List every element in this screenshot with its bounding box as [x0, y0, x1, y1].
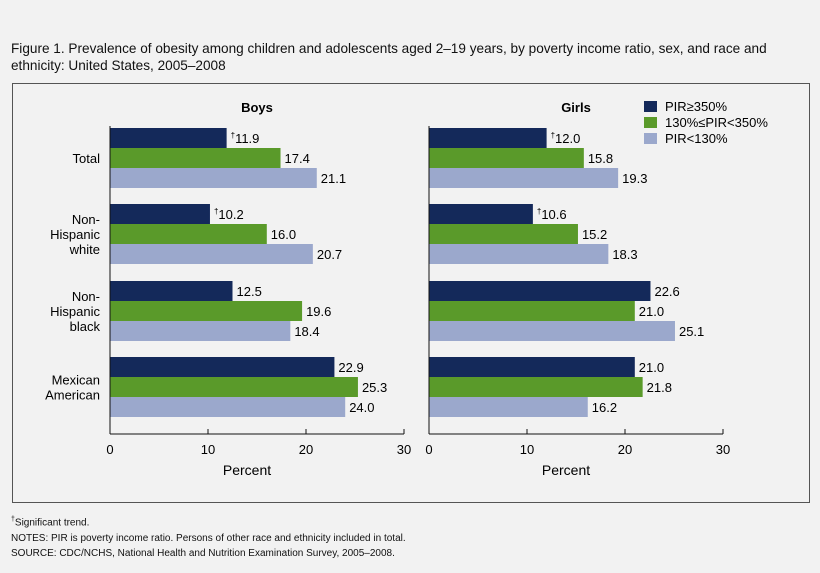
bar-boys-3-2: [110, 397, 346, 417]
category-label-1-2: white: [69, 242, 100, 257]
data-label-girls-0-2: 19.3: [622, 171, 647, 186]
data-label-girls-2-0: 22.6: [654, 284, 679, 299]
bar-boys-1-1: [110, 224, 267, 244]
category-label-2-2: black: [70, 319, 101, 334]
bar-boys-3-1: [110, 377, 358, 397]
data-label-boys-1-1: 16.0: [271, 227, 296, 242]
data-label-boys-3-1: 25.3: [362, 380, 387, 395]
bar-girls-2-2: [429, 321, 675, 341]
x-tick-label-boys-3: 30: [397, 442, 411, 457]
bar-girls-3-1: [429, 377, 643, 397]
x-tick-label-boys-2: 20: [299, 442, 313, 457]
footnote-trend: †Significant trend.: [11, 512, 406, 531]
footnote-source: SOURCE: CDC/NCHS, National Health and Nu…: [11, 548, 395, 560]
category-label-3-1: American: [45, 388, 100, 403]
footnotes: †Significant trend. NOTES: PIR is povert…: [11, 512, 406, 562]
x-tick-label-girls-2: 20: [618, 442, 632, 457]
bar-boys-0-2: [110, 168, 317, 188]
legend-swatch-0: [644, 101, 657, 112]
footnote-pir: NOTES: PIR is poverty income ratio. Pers…: [11, 532, 406, 544]
data-label-girls-1-1: 15.2: [582, 227, 607, 242]
legend-swatch-2: [644, 133, 657, 144]
legend-label-1: 130%≤PIR<350%: [665, 115, 768, 130]
data-label-boys-2-2: 18.4: [294, 324, 319, 339]
category-label-1-0: Non-: [72, 212, 100, 227]
bar-boys-3-0: [110, 357, 335, 377]
data-label-girls-0-0: †12.0: [551, 131, 581, 146]
data-label-girls-2-1: 21.0: [639, 304, 664, 319]
bar-boys-2-0: [110, 281, 233, 301]
data-label-boys-3-0: 22.9: [338, 360, 363, 375]
data-label-girls-3-0: 21.0: [639, 360, 664, 375]
bar-boys-1-0: [110, 204, 210, 224]
bar-girls-3-2: [429, 397, 588, 417]
bar-girls-2-0: [429, 281, 651, 301]
x-tick-label-boys-1: 10: [201, 442, 215, 457]
x-tick-label-girls-0: 0: [425, 442, 432, 457]
data-label-girls-3-1: 21.8: [647, 380, 672, 395]
panel-title-boys: Boys: [241, 100, 273, 115]
bar-girls-0-1: [429, 148, 584, 168]
legend-label-0: PIR≥350%: [665, 99, 727, 114]
data-label-girls-2-2: 25.1: [679, 324, 704, 339]
legend-label-2: PIR<130%: [665, 131, 728, 146]
bar-girls-1-2: [429, 244, 609, 264]
trend-note: Significant trend.: [14, 517, 90, 529]
data-label-boys-0-2: 21.1: [321, 171, 346, 186]
x-tick-label-girls-1: 10: [520, 442, 534, 457]
data-label-girls-3-2: 16.2: [592, 400, 617, 415]
data-label-girls-1-0: †10.6: [537, 207, 567, 222]
bar-boys-0-0: [110, 128, 227, 148]
bar-girls-2-1: [429, 301, 635, 321]
data-label-boys-1-2: 20.7: [317, 247, 342, 262]
x-axis-label-boys: Percent: [223, 462, 271, 478]
bar-girls-1-0: [429, 204, 533, 224]
category-label-2-0: Non-: [72, 289, 100, 304]
bar-boys-2-2: [110, 321, 291, 341]
bar-girls-1-1: [429, 224, 578, 244]
bar-boys-1-2: [110, 244, 313, 264]
data-label-boys-2-0: 12.5: [237, 284, 262, 299]
category-label-1-1: Hispanic: [50, 227, 100, 242]
panel-title-girls: Girls: [561, 100, 591, 115]
data-label-girls-0-1: 15.8: [588, 151, 613, 166]
category-label-3-0: Mexican: [52, 373, 100, 388]
data-label-boys-0-1: 17.4: [285, 151, 310, 166]
legend-swatch-1: [644, 117, 657, 128]
x-tick-label-boys-0: 0: [106, 442, 113, 457]
category-label-2-1: Hispanic: [50, 304, 100, 319]
bar-boys-2-1: [110, 301, 303, 321]
bar-girls-0-0: [429, 128, 547, 148]
figure-title: Figure 1. Prevalence of obesity among ch…: [11, 41, 767, 73]
bar-boys-0-1: [110, 148, 281, 168]
bar-girls-3-0: [429, 357, 635, 377]
data-label-boys-1-0: †10.2: [214, 207, 244, 222]
dagger-symbol: †: [11, 516, 15, 523]
bar-girls-0-2: [429, 168, 619, 188]
category-label-0-0: Total: [73, 151, 101, 166]
data-label-boys-0-0: †11.9: [231, 131, 260, 146]
data-label-girls-1-2: 18.3: [612, 247, 637, 262]
x-axis-label-girls: Percent: [542, 462, 590, 478]
data-label-boys-3-2: 24.0: [349, 400, 374, 415]
x-tick-label-girls-3: 30: [716, 442, 730, 457]
data-label-boys-2-1: 19.6: [306, 304, 331, 319]
